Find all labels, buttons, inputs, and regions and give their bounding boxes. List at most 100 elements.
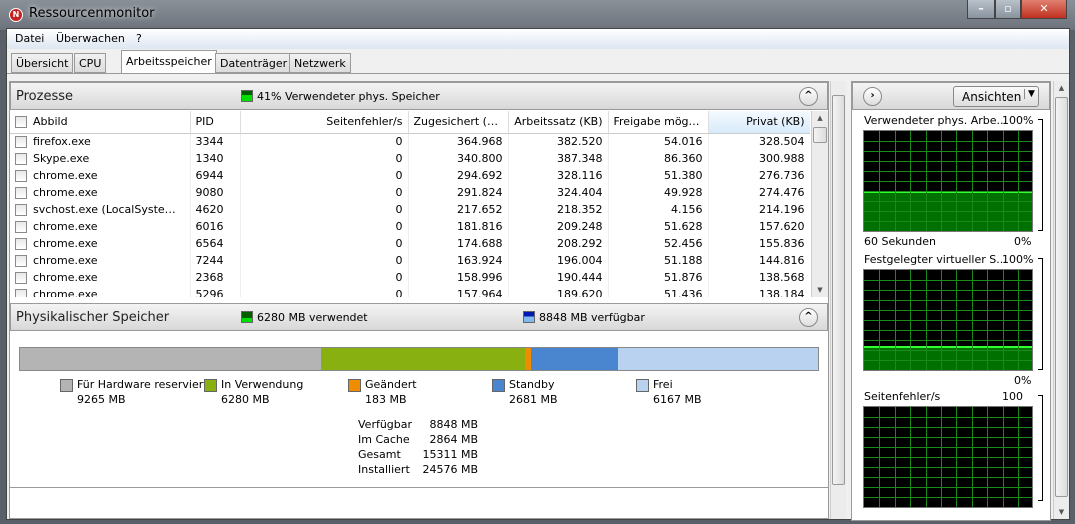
column-header[interactable]: Freigabe mögli... xyxy=(608,111,709,134)
table-cell: 0 xyxy=(240,235,409,252)
table-cell: 138.184 xyxy=(708,286,810,297)
column-header[interactable]: Zugesichert (KB) xyxy=(408,111,509,134)
row-checkbox[interactable] xyxy=(15,136,27,149)
views-label: Ansichten xyxy=(962,90,1022,104)
table-row[interactable]: chrome.exe 9080 0 291.824 324.404 49.928 274.4… xyxy=(10,184,810,201)
row-checkbox[interactable] xyxy=(15,289,27,297)
tab-arbeitsspeicher[interactable]: Arbeitsspeicher xyxy=(121,50,217,74)
graph-canvas xyxy=(863,269,1033,371)
column-header[interactable]: Privat (KB) xyxy=(708,111,810,134)
table-cell: 0 xyxy=(240,201,409,218)
memory-segment xyxy=(617,348,818,370)
processes-title: Prozesse xyxy=(16,89,73,104)
stat-row: Im Cache 2864 MB xyxy=(358,432,478,447)
row-checkbox[interactable] xyxy=(15,238,27,250)
table-cell: 0 xyxy=(240,286,409,297)
cell-value: chrome.exe xyxy=(33,186,98,199)
views-button[interactable]: Ansichten ▼ xyxy=(953,86,1039,107)
graph-scroll-thumb[interactable] xyxy=(1055,97,1068,497)
processes-scrollbar[interactable]: ▲ ▼ xyxy=(811,111,828,297)
table-cell: 0 xyxy=(240,150,409,167)
tab-netzwerk[interactable]: Netzwerk xyxy=(289,53,351,73)
cell-value: 157.620 xyxy=(759,220,805,233)
graph-scrollbar[interactable]: ▲ ▼ xyxy=(1053,81,1069,519)
column-header[interactable]: Arbeitssatz (KB) xyxy=(508,111,609,134)
legend-label: Für Hardware reserviert xyxy=(77,378,208,391)
row-checkbox[interactable] xyxy=(15,153,27,165)
table-cell: chrome.exe xyxy=(10,286,191,297)
table-row[interactable]: chrome.exe 6944 0 294.692 328.116 51.380 276.7… xyxy=(10,167,810,184)
stat-row: Verfügbar 8848 MB xyxy=(358,417,478,432)
collapse-processes-button[interactable]: ^ xyxy=(799,87,818,106)
tab-datentraeger[interactable]: Datenträger xyxy=(215,53,293,73)
table-row[interactable]: chrome.exe 6564 0 174.688 208.292 52.456 155.8… xyxy=(10,235,810,252)
menu-datei[interactable]: Datei xyxy=(15,32,45,45)
main-panel: Prozesse 41% Verwendeter phys. Speicher … xyxy=(9,81,829,519)
used-memory-icon xyxy=(241,311,253,323)
maximize-button[interactable]: ▫ xyxy=(995,0,1021,19)
tab-cpu[interactable]: CPU xyxy=(74,53,107,73)
table-cell: 6564 xyxy=(190,235,241,252)
graph-min: 0% xyxy=(1014,374,1032,387)
select-all-checkbox[interactable] xyxy=(15,116,27,129)
close-button[interactable]: ✕ xyxy=(1021,0,1067,19)
minimize-button[interactable]: – xyxy=(967,0,995,19)
scroll-thumb[interactable] xyxy=(813,127,827,143)
physical-memory-header[interactable]: Physikalischer Speicher 6280 MB verwende… xyxy=(10,303,828,331)
table-row[interactable]: Skype.exe 1340 0 340.800 387.348 86.360 300.98… xyxy=(10,150,810,167)
column-header[interactable]: Abbild xyxy=(10,111,191,134)
main-scrollbar[interactable] xyxy=(830,81,846,519)
table-cell: 51.628 xyxy=(608,218,709,235)
row-checkbox[interactable] xyxy=(15,204,27,216)
main-scroll-thumb[interactable] xyxy=(832,95,845,485)
stat-row: Installiert 24576 MB xyxy=(358,462,478,477)
scroll-up-arrow-icon[interactable]: ▲ xyxy=(817,114,823,122)
menu-help[interactable]: ? xyxy=(136,32,142,45)
table-cell: 196.004 xyxy=(508,252,609,269)
graph-scroll-down-icon[interactable]: ▼ xyxy=(1058,508,1065,516)
row-checkbox[interactable] xyxy=(15,221,27,233)
table-cell: 0 xyxy=(240,269,409,286)
graph-time: 60 Sekunden xyxy=(864,235,936,248)
table-row[interactable]: chrome.exe 2368 0 158.996 190.444 51.876 138.5… xyxy=(10,269,810,286)
table-row[interactable]: chrome.exe 7244 0 163.924 196.004 51.188 144.8… xyxy=(10,252,810,269)
row-checkbox[interactable] xyxy=(15,255,27,267)
row-checkbox[interactable] xyxy=(15,187,27,199)
stat-label: Verfügbar xyxy=(358,418,413,431)
table-cell: 218.352 xyxy=(508,201,609,218)
table-row[interactable]: firefox.exe 3344 0 364.968 382.520 54.016 328.… xyxy=(10,133,810,150)
row-checkbox[interactable] xyxy=(15,170,27,182)
column-header[interactable]: Seitenfehler/s xyxy=(240,111,409,134)
table-row[interactable]: svchost.exe (LocalSystemNet... 4620 0 217.6… xyxy=(10,201,810,218)
tab-uebersicht[interactable]: Übersicht xyxy=(11,53,74,73)
collapse-physical-button[interactable]: ^ xyxy=(799,308,818,327)
graph-scroll-up-icon[interactable]: ▲ xyxy=(1058,84,1065,92)
cell-value: 51.380 xyxy=(664,169,703,182)
row-checkbox[interactable] xyxy=(15,272,27,284)
table-row[interactable]: chrome.exe 5296 0 157.964 189.620 51.436 138.1… xyxy=(10,286,810,297)
cell-value: 294.692 xyxy=(457,169,503,182)
table-cell: 163.924 xyxy=(408,252,509,269)
dropdown-arrow-icon[interactable]: ▼ xyxy=(1024,89,1035,99)
table-cell: 0 xyxy=(240,218,409,235)
processes-header[interactable]: Prozesse 41% Verwendeter phys. Speicher … xyxy=(10,82,828,110)
table-cell: 214.196 xyxy=(708,201,810,218)
column-header[interactable]: PID xyxy=(190,111,241,134)
expand-panel-button[interactable]: › xyxy=(863,87,882,106)
table-cell: 274.476 xyxy=(708,184,810,201)
legend-label: Frei xyxy=(653,378,673,391)
cell-value: 1340 xyxy=(195,152,224,165)
legend-swatch-icon xyxy=(636,379,649,392)
cell-value: 0 xyxy=(395,203,403,216)
table-row[interactable]: chrome.exe 6016 0 181.816 209.248 51.628 157.6… xyxy=(10,218,810,235)
cell-value: chrome.exe xyxy=(33,254,98,267)
table-cell: 138.568 xyxy=(708,269,810,286)
menu-ueberwachen[interactable]: Überwachen xyxy=(56,32,125,45)
table-cell: 6016 xyxy=(190,218,241,235)
cell-value: 138.184 xyxy=(759,288,805,297)
cell-value: 51.188 xyxy=(664,254,703,267)
scroll-down-arrow-icon[interactable]: ▼ xyxy=(817,286,823,294)
table-cell: 382.520 xyxy=(508,133,609,150)
cell-value: 387.348 xyxy=(557,152,603,165)
cell-value: 382.520 xyxy=(557,135,603,149)
